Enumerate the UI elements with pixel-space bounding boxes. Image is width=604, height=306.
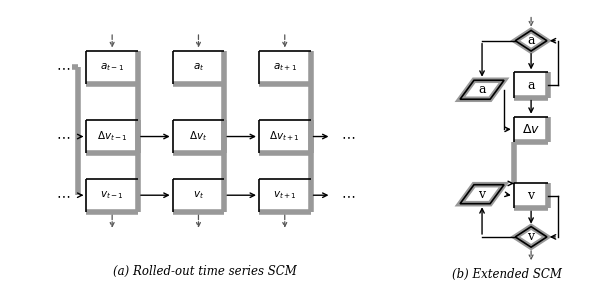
Text: $a_{t-1}$: $a_{t-1}$ bbox=[100, 62, 124, 73]
Text: $\Delta v_{t-1}$: $\Delta v_{t-1}$ bbox=[97, 130, 127, 144]
Text: a: a bbox=[527, 34, 535, 47]
Text: $v_{t+1}$: $v_{t+1}$ bbox=[273, 189, 297, 201]
Text: $\Delta v_{t+1}$: $\Delta v_{t+1}$ bbox=[269, 130, 300, 144]
Text: v: v bbox=[527, 230, 535, 243]
Text: $a_{t+1}$: $a_{t+1}$ bbox=[273, 62, 297, 73]
Text: $\Delta v$: $\Delta v$ bbox=[522, 123, 540, 136]
Text: (b) Extended SCM: (b) Extended SCM bbox=[452, 268, 562, 282]
Text: v: v bbox=[527, 189, 535, 202]
Text: $v_{t-1}$: $v_{t-1}$ bbox=[100, 189, 124, 201]
Text: $\cdots$: $\cdots$ bbox=[56, 129, 70, 144]
Polygon shape bbox=[515, 30, 547, 51]
Text: $\cdots$: $\cdots$ bbox=[56, 188, 70, 202]
Text: $a_t$: $a_t$ bbox=[193, 62, 204, 73]
Text: $\cdots$: $\cdots$ bbox=[341, 188, 356, 202]
Text: $\Delta v_t$: $\Delta v_t$ bbox=[189, 130, 208, 144]
Text: $\cdots$: $\cdots$ bbox=[56, 61, 70, 74]
Text: (a) Rolled-out time series SCM: (a) Rolled-out time series SCM bbox=[114, 265, 297, 278]
Polygon shape bbox=[460, 185, 504, 204]
Polygon shape bbox=[515, 227, 547, 247]
Text: v: v bbox=[478, 188, 486, 201]
Polygon shape bbox=[460, 80, 504, 99]
Text: $\cdots$: $\cdots$ bbox=[341, 129, 356, 144]
Text: a: a bbox=[478, 83, 486, 96]
Text: $v_t$: $v_t$ bbox=[193, 189, 204, 201]
Text: a: a bbox=[527, 79, 535, 91]
